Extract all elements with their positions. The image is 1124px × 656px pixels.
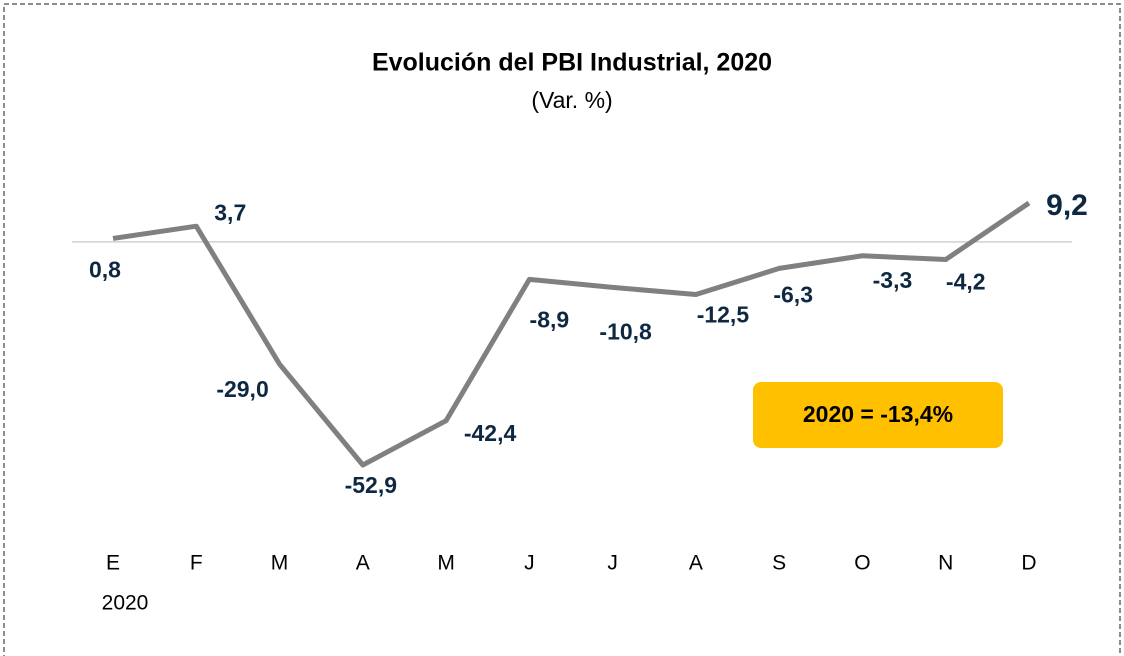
x-tick-label: J	[607, 552, 618, 575]
x-tick-label: D	[1021, 552, 1036, 575]
data-label: -10,8	[599, 318, 652, 344]
x-tick-label: E	[106, 552, 120, 575]
data-label: -12,5	[697, 302, 750, 328]
chart-title: Evolución del PBI Industrial, 2020	[372, 49, 772, 77]
annotation-box	[753, 382, 1003, 448]
data-label: -8,9	[530, 306, 570, 332]
data-label: -42,4	[464, 420, 517, 446]
x-tick-label: O	[854, 552, 870, 575]
x-tick-label: A	[689, 552, 703, 575]
data-label: -52,9	[345, 472, 397, 498]
x-tick-label: S	[772, 552, 786, 575]
data-label: -4,2	[946, 269, 986, 295]
data-label: -29,0	[216, 376, 268, 402]
chart-subtitle: (Var. %)	[531, 87, 612, 113]
data-label: 0,8	[89, 257, 121, 283]
data-label: 3,7	[214, 199, 246, 225]
x-tick-label: F	[190, 552, 203, 575]
data-line	[112, 200, 1031, 468]
annotation: 2020 = -13,4%	[803, 401, 953, 427]
x-tick-label: A	[356, 552, 370, 575]
year-label: 2020	[102, 592, 149, 615]
data-label: 9,2	[1046, 189, 1088, 222]
data-label: -6,3	[773, 281, 813, 307]
x-tick-label: M	[437, 552, 455, 575]
x-tick-label: J	[524, 552, 535, 575]
data-label: -3,3	[873, 267, 913, 293]
x-tick-label: M	[271, 552, 289, 575]
x-tick-label: N	[938, 552, 953, 575]
